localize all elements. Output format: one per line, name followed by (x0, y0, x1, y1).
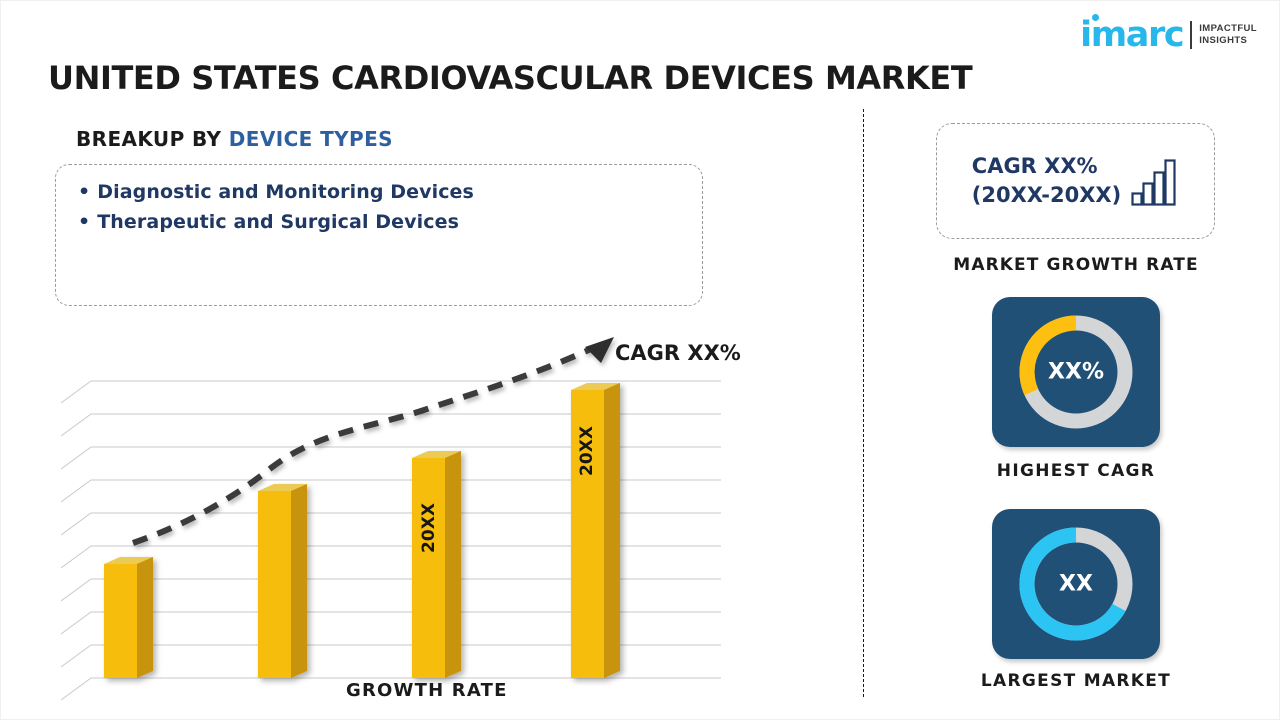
cagr-callout-line2: (20XX-20XX) (971, 183, 1122, 207)
list-item: Therapeutic and Surgical Devices (78, 207, 702, 237)
bar-chart-svg: 20XX 20XX (61, 337, 721, 701)
logo-divider (1190, 21, 1193, 49)
ascending-bars-icon (1131, 159, 1176, 206)
highest-cagr-donut-chart (1019, 315, 1133, 429)
cagr-callout-line1: CAGR XX% (971, 154, 1098, 178)
breakup-heading-accent: DEVICE TYPES (228, 127, 393, 151)
largest-market-value: XX (1059, 571, 1093, 597)
bar-label: 20XX (577, 426, 597, 476)
device-types-box: Diagnostic and Monitoring Devices Therap… (55, 164, 703, 306)
list-item: Diagnostic and Monitoring Devices (78, 177, 702, 207)
breakup-heading-prefix: BREAKUP BY (76, 127, 229, 151)
logo-dot-icon (1092, 13, 1100, 21)
donut-arc (1019, 315, 1077, 396)
highest-cagr-tile: XX% (992, 297, 1160, 447)
logo-wordmark: imarc (1080, 13, 1185, 55)
chart-gridlines (61, 380, 721, 668)
logo-wordmark-text: imarc (1080, 14, 1184, 55)
highest-cagr-value: XX% (1048, 359, 1104, 385)
page-title: UNITED STATES CARDIOVASCULAR DEVICES MAR… (48, 59, 973, 97)
chart-baseline (61, 677, 721, 701)
cagr-annotation: CAGR XX% (615, 341, 741, 365)
bar-column (258, 484, 307, 678)
bar-column: 20XX (412, 451, 461, 678)
device-types-list: Diagnostic and Monitoring Devices Therap… (78, 177, 702, 237)
largest-market-label: LARGEST MARKET (980, 671, 1172, 691)
largest-market-donut-chart (1019, 527, 1133, 641)
section-divider (863, 109, 864, 697)
trend-arrowhead-icon (585, 337, 614, 363)
breakup-heading: BREAKUP BY DEVICE TYPES (76, 127, 393, 151)
bar-label: 20XX (419, 503, 439, 553)
logo-tagline-line1: IMPACTFUL (1199, 23, 1257, 34)
logo-tagline: IMPACTFUL INSIGHTS (1199, 23, 1257, 47)
bar-column (104, 557, 153, 678)
trend-line (132, 337, 614, 546)
imarc-logo: imarc IMPACTFUL INSIGHTS (1080, 13, 1257, 55)
cagr-callout-box: CAGR XX% (20XX-20XX) (936, 123, 1215, 239)
growth-rate-bar-chart: 20XX 20XX (61, 331, 761, 711)
cagr-callout-text: CAGR XX% (20XX-20XX) (972, 152, 1121, 210)
market-growth-rate-label: MARKET GROWTH RATE (953, 255, 1199, 275)
largest-market-tile: XX (992, 509, 1160, 659)
donut-arc (1019, 527, 1126, 641)
logo-tagline-line2: INSIGHTS (1199, 35, 1248, 46)
highest-cagr-label: HIGHEST CAGR (996, 461, 1156, 481)
bar-column: 20XX (571, 383, 620, 678)
chart-axis-label: GROWTH RATE (346, 680, 508, 701)
